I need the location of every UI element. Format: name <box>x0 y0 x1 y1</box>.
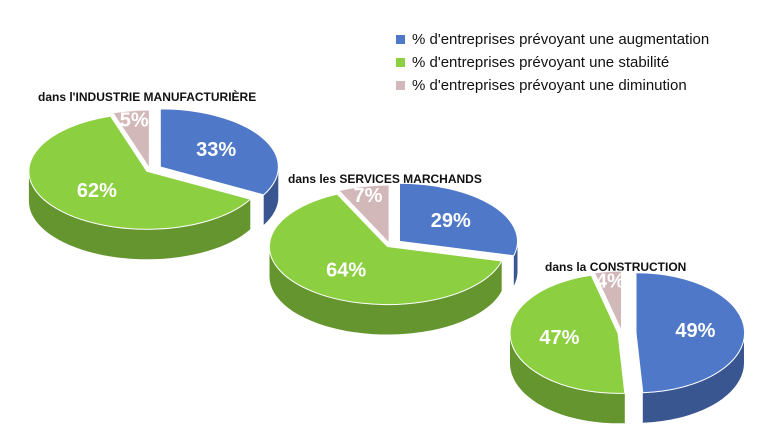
legend-swatch-augmentation <box>396 35 405 44</box>
chart-title-industrie: dans l'INDUSTRIE MANUFACTURIÈRE <box>38 90 256 104</box>
slice-top-construction-diminution <box>593 270 623 332</box>
slice-top-services-stabilité <box>268 193 503 306</box>
slice-wall-services-stabilité <box>269 246 502 335</box>
data-label-industrie-augmentation: 33% <box>196 139 236 161</box>
slice-top-industrie-diminution <box>112 109 150 170</box>
slice-wall-industrie-stabilité <box>28 171 251 260</box>
chart-title-construction-lead: dans la <box>545 260 590 274</box>
chart-title-services: dans les SERVICES MARCHANDS <box>288 172 482 186</box>
slice-services-stabilité: 64% <box>268 193 503 335</box>
slice-wall-construction-stabilité <box>510 333 625 424</box>
legend-swatch-stabilite <box>396 58 405 67</box>
slice-top-industrie-stabilité <box>28 115 252 230</box>
slice-services-augmentation: 29% <box>398 182 518 286</box>
data-label-industrie-diminution: 5% <box>120 109 149 131</box>
slice-industrie-stabilité: 62% <box>28 115 252 260</box>
slice-construction-augmentation: 49% <box>635 272 746 423</box>
legend: % d'entreprises prévoyant une augmentati… <box>396 28 709 97</box>
slice-top-construction-augmentation <box>635 272 746 394</box>
chart-title-services-main: SERVICES MARCHANDS <box>339 172 482 186</box>
slice-construction-diminution: 4% <box>593 270 625 332</box>
data-label-construction-diminution: 4% <box>596 270 625 292</box>
slice-top-services-diminution <box>337 184 390 245</box>
chart-title-industrie-lead: dans l' <box>38 90 76 104</box>
data-label-construction-stabilité: 47% <box>539 327 579 349</box>
chart-title-construction: dans la CONSTRUCTION <box>545 260 686 274</box>
slice-industrie-augmentation: 33% <box>159 108 279 225</box>
data-label-services-diminution: 7% <box>354 185 383 207</box>
legend-item-augmentation: % d'entreprises prévoyant une augmentati… <box>396 28 709 51</box>
pie-construction: 49% 47% 4% <box>509 270 746 424</box>
slice-top-services-augmentation <box>398 182 518 257</box>
chart-title-services-lead: dans les <box>288 172 340 186</box>
pie-industrie: 33% 62% 5% <box>28 108 279 260</box>
slice-construction-stabilité: 47% <box>509 274 626 424</box>
chart-title-construction-main: CONSTRUCTION <box>589 260 687 274</box>
legend-label-diminution: % d'entreprises prévoyant une diminution <box>412 77 687 94</box>
legend-swatch-diminution <box>396 81 405 90</box>
slice-top-construction-stabilité <box>509 274 626 394</box>
data-label-industrie-stabilité: 62% <box>77 180 117 202</box>
data-label-construction-augmentation: 49% <box>675 320 715 342</box>
slice-top-industrie-augmentation <box>159 108 279 196</box>
slice-services-diminution: 7% <box>337 184 390 245</box>
legend-item-stabilite: % d'entreprises prévoyant une stabilité <box>396 51 709 74</box>
data-label-services-stabilité: 64% <box>326 259 366 281</box>
legend-label-augmentation: % d'entreprises prévoyant une augmentati… <box>412 31 710 48</box>
pie-services: 29% 64% 7% <box>268 182 518 335</box>
data-label-services-augmentation: 29% <box>431 210 471 232</box>
slice-wall-construction-augmentation <box>642 332 744 423</box>
slice-wall-services-augmentation <box>513 241 518 286</box>
chart-title-industrie-main: INDUSTRIE MANUFACTURIÈRE <box>75 90 257 104</box>
legend-label-stabilite: % d'entreprises prévoyant une stabilité <box>412 54 670 71</box>
slice-industrie-diminution: 5% <box>112 109 150 170</box>
legend-item-diminution: % d'entreprises prévoyant une diminution <box>396 74 709 97</box>
